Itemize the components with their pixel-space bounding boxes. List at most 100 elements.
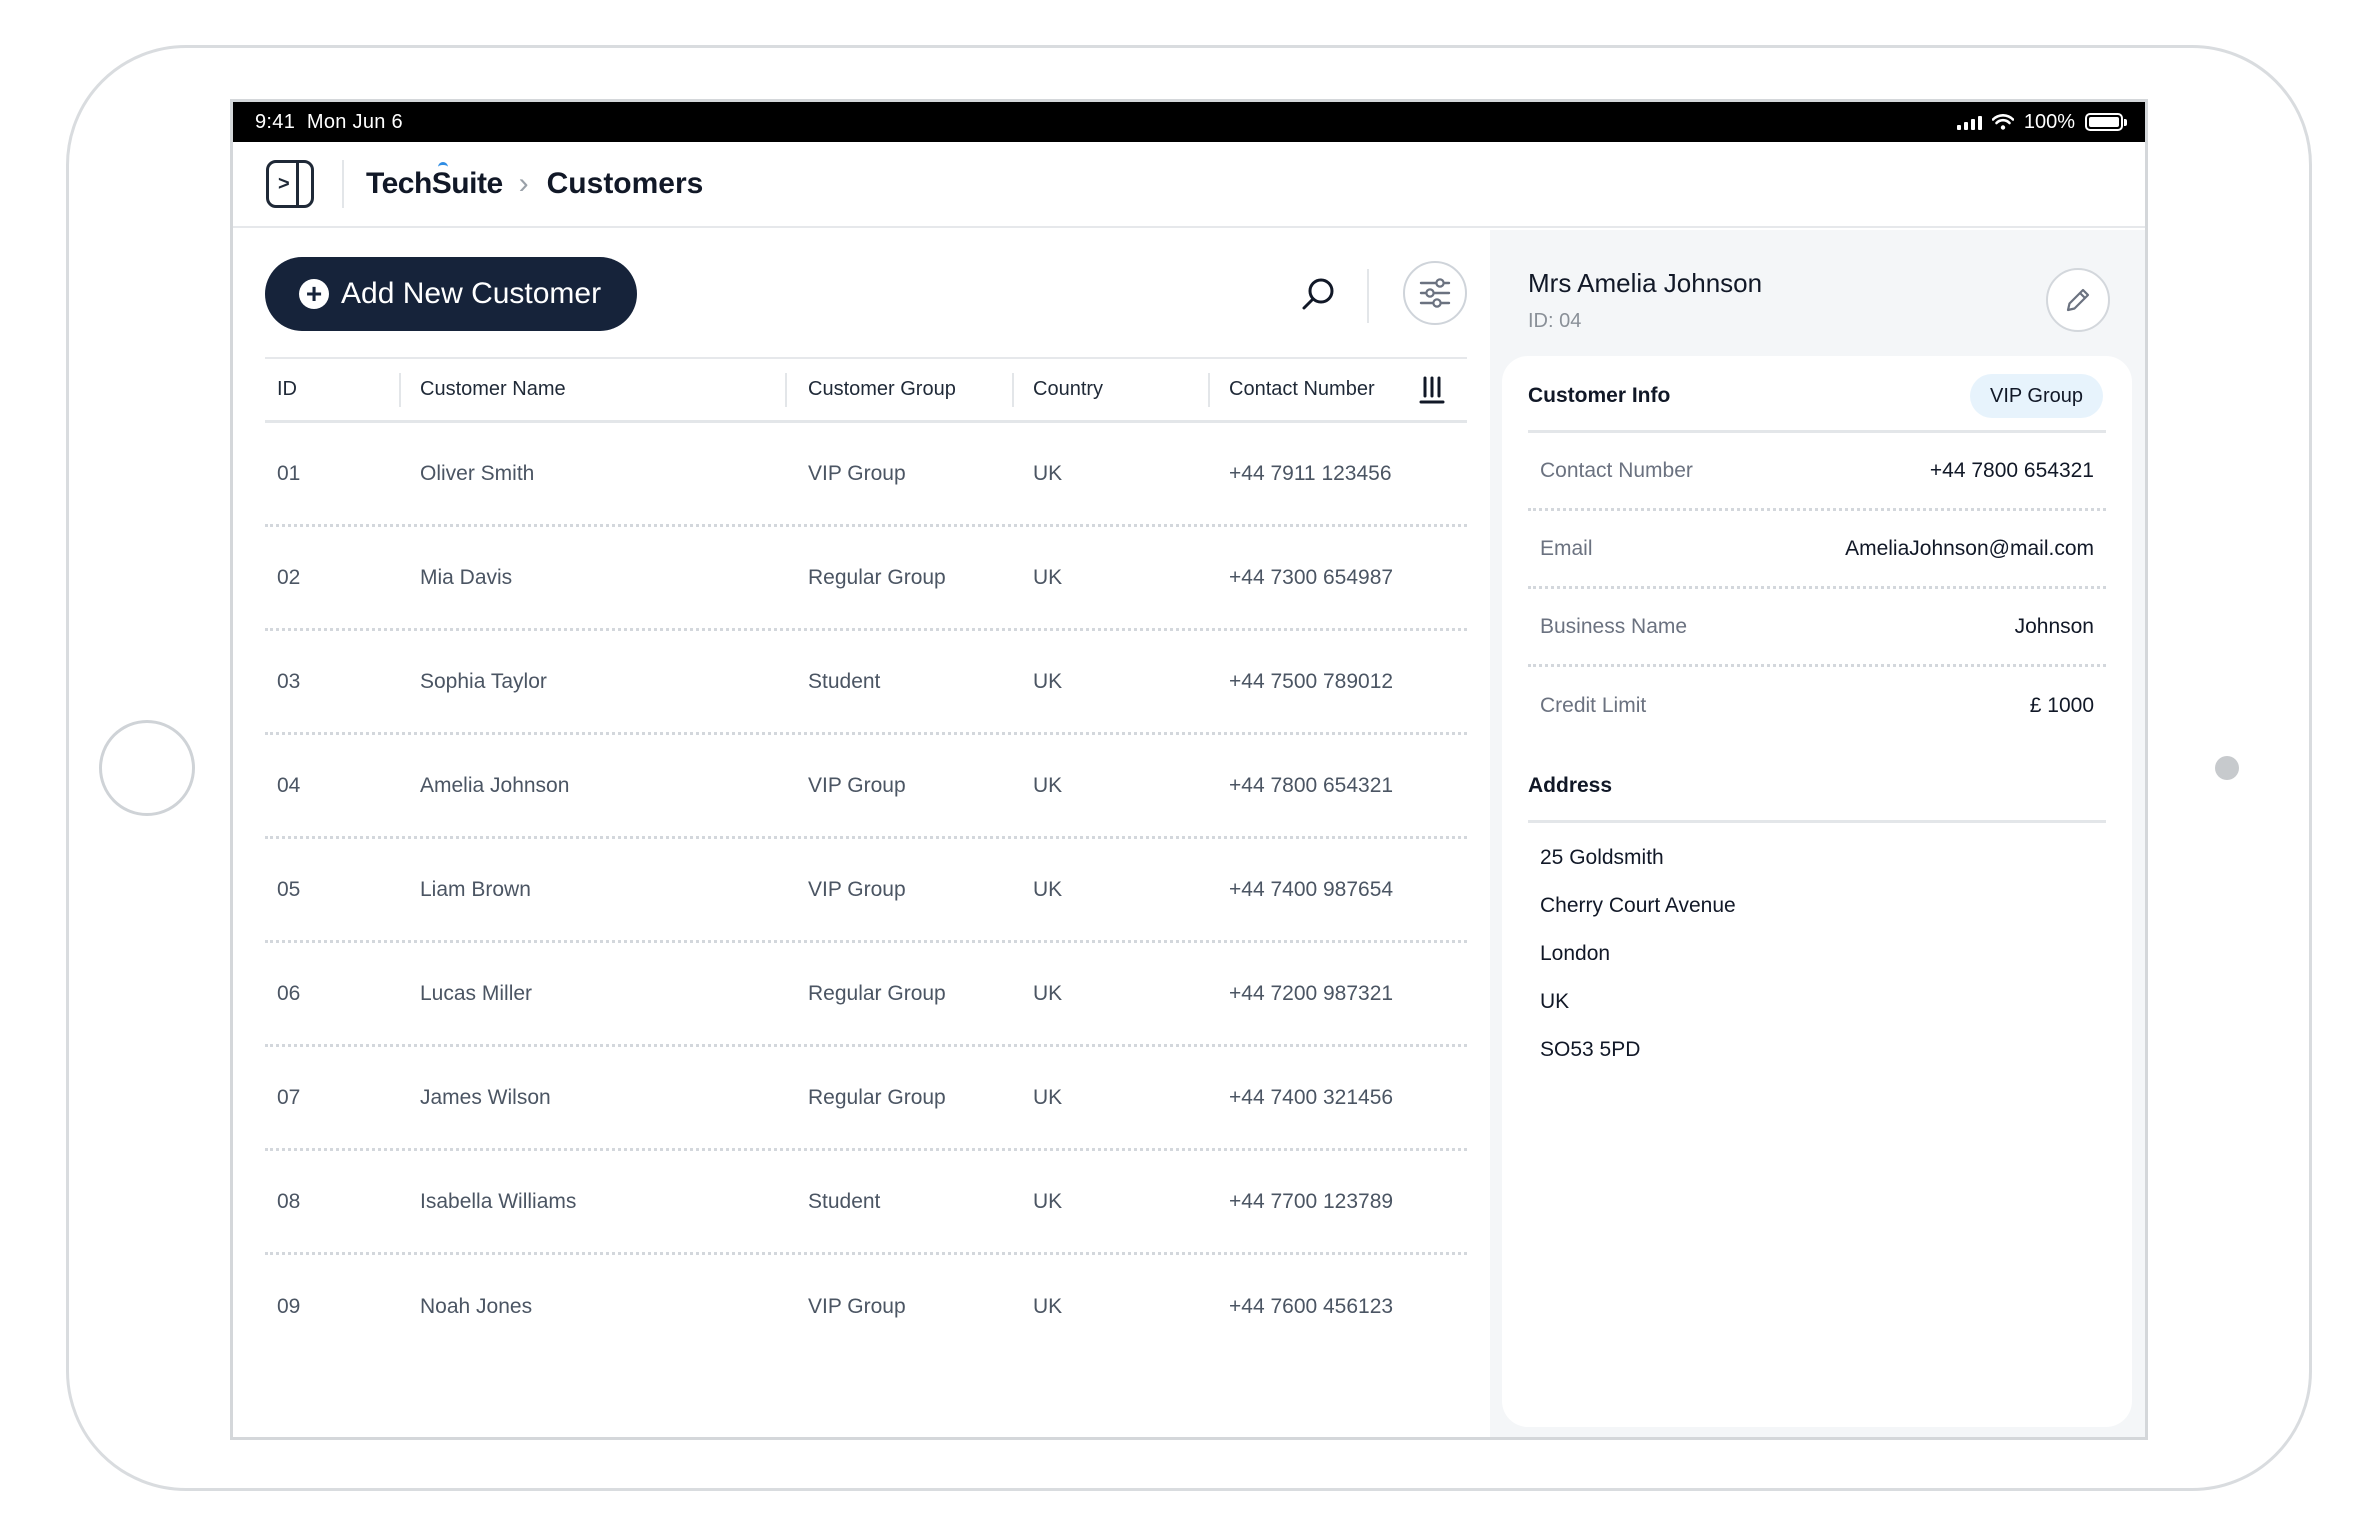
cell-customer-group: Student xyxy=(808,1189,881,1213)
column-header-id[interactable]: ID xyxy=(277,378,297,400)
customer-id-label: ID: 04 xyxy=(1528,310,1582,332)
cell-country: UK xyxy=(1033,565,1063,589)
cell-country: UK xyxy=(1033,669,1063,693)
home-button[interactable] xyxy=(99,720,195,816)
cell-customer-name: Amelia Johnson xyxy=(420,773,570,797)
table-row[interactable]: 02 Mia Davis Regular Group UK +44 7300 6… xyxy=(265,527,1467,631)
column-divider xyxy=(785,373,787,407)
cell-contact-number: +44 7600 456123 xyxy=(1229,1295,1394,1318)
cell-contact-number: +44 7911 123456 xyxy=(1229,461,1392,485)
cell-contact-number: +44 7800 654321 xyxy=(1229,773,1394,797)
cell-customer-name: James Wilson xyxy=(420,1085,551,1109)
cell-country: UK xyxy=(1033,1295,1063,1318)
cell-country: UK xyxy=(1033,1085,1063,1109)
customer-table-body: 01 Oliver Smith VIP Group UK +44 7911 12… xyxy=(265,423,1467,1359)
column-divider xyxy=(399,373,401,407)
customer-info-title: Customer Info xyxy=(1528,384,1671,407)
table-row[interactable]: 07 James Wilson Regular Group UK +44 740… xyxy=(265,1047,1467,1151)
search-icon[interactable] xyxy=(1296,272,1340,316)
pencil-icon xyxy=(2066,288,2090,312)
add-new-customer-button[interactable]: + Add New Customer xyxy=(265,257,637,331)
section-divider xyxy=(1528,820,2106,823)
cell-id: 04 xyxy=(277,773,301,797)
cell-country: UK xyxy=(1033,461,1063,485)
cell-country: UK xyxy=(1033,773,1063,797)
header-divider xyxy=(342,160,344,208)
cell-country: UK xyxy=(1033,877,1063,901)
battery-percent: 100% xyxy=(2023,110,2075,133)
table-row[interactable]: 03 Sophia Taylor Student UK +44 7500 789… xyxy=(265,631,1467,735)
cell-contact-number: +44 7200 987321 xyxy=(1229,981,1394,1005)
info-label: Business Name xyxy=(1540,614,1688,638)
app-screen: 9:41 Mon Jun 6 100% > TechSuite › Custom… xyxy=(230,99,2148,1440)
cell-id: 05 xyxy=(277,877,301,901)
table-row[interactable]: 06 Lucas Miller Regular Group UK +44 720… xyxy=(265,943,1467,1047)
plus-circle-icon: + xyxy=(299,279,329,309)
column-header-customer-name[interactable]: Customer Name xyxy=(420,378,566,400)
column-header-customer-group[interactable]: Customer Group xyxy=(808,378,956,400)
cell-contact-number: +44 7700 123789 xyxy=(1229,1189,1394,1213)
address-line: UK xyxy=(1540,990,1570,1013)
cell-country: UK xyxy=(1033,981,1063,1005)
cell-country: UK xyxy=(1033,1189,1063,1213)
top-bar: > TechSuite › Customers xyxy=(233,142,2145,228)
info-row-credit-limit: Credit Limit £ 1000 xyxy=(1528,667,2106,745)
info-value: £ 1000 xyxy=(2029,694,2094,717)
signal-icon xyxy=(1956,114,1982,130)
cell-customer-name: Noah Jones xyxy=(420,1295,533,1318)
cell-contact-number: +44 7300 654987 xyxy=(1229,565,1394,589)
address-line: 25 Goldsmith xyxy=(1540,846,1664,869)
cell-customer-group: Student xyxy=(808,669,881,693)
cell-id: 07 xyxy=(277,1085,301,1109)
brand-logo[interactable]: TechSuite xyxy=(366,162,503,201)
battery-icon xyxy=(2085,113,2127,131)
add-button-label: Add New Customer xyxy=(341,277,602,310)
cell-customer-name: Mia Davis xyxy=(420,565,513,589)
address-line: London xyxy=(1540,942,1611,965)
customer-info-card: Customer Info VIP Group Contact Number +… xyxy=(1502,356,2132,1427)
cell-customer-group: Regular Group xyxy=(808,565,946,589)
cell-id: 01 xyxy=(277,461,301,485)
cell-id: 03 xyxy=(277,669,301,693)
customer-full-name: Mrs Amelia Johnson xyxy=(1528,268,1763,298)
cell-customer-group: VIP Group xyxy=(808,1295,906,1318)
info-label: Email xyxy=(1540,536,1593,560)
column-header-country[interactable]: Country xyxy=(1033,378,1104,400)
cell-contact-number: +44 7400 987654 xyxy=(1229,877,1394,901)
table-row[interactable]: 08 Isabella Williams Student UK +44 7700… xyxy=(265,1151,1467,1255)
cell-id: 06 xyxy=(277,981,301,1005)
customer-detail-pane: Mrs Amelia Johnson ID: 04 Customer Info … xyxy=(1490,230,2145,1437)
status-bar: 9:41 Mon Jun 6 100% xyxy=(233,102,2145,142)
cell-customer-group: Regular Group xyxy=(808,1085,946,1109)
customer-group-badge: VIP Group xyxy=(1970,374,2104,418)
status-time: 9:41 Mon Jun 6 xyxy=(255,110,403,133)
customer-list-pane: + Add New Customer ID Customer Name Cust… xyxy=(233,230,1490,1437)
info-value: Johnson xyxy=(2014,614,2094,638)
cell-id: 08 xyxy=(277,1189,301,1213)
cell-customer-name: Liam Brown xyxy=(420,877,531,901)
address-line: SO53 5PD xyxy=(1540,1038,1641,1061)
table-row[interactable]: 05 Liam Brown VIP Group UK +44 7400 9876… xyxy=(265,839,1467,943)
cell-contact-number: +44 7500 789012 xyxy=(1229,669,1394,693)
cell-customer-group: Regular Group xyxy=(808,981,946,1005)
info-row-business-name: Business Name Johnson xyxy=(1528,589,2106,667)
cell-id: 02 xyxy=(277,565,301,589)
info-label: Contact Number xyxy=(1540,458,1693,482)
column-header-contact-number[interactable]: Contact Number xyxy=(1229,378,1375,400)
info-row-email: Email AmeliaJohnson@mail.com xyxy=(1528,511,2106,589)
column-divider xyxy=(1208,373,1210,407)
info-value[interactable]: AmeliaJohnson@mail.com xyxy=(1845,536,2094,560)
sort-icon[interactable] xyxy=(1417,375,1445,405)
info-value: +44 7800 654321 xyxy=(1929,458,2094,482)
table-row[interactable]: 09 Noah Jones VIP Group UK +44 7600 4561… xyxy=(265,1255,1467,1359)
table-row[interactable]: 04 Amelia Johnson VIP Group UK +44 7800 … xyxy=(265,735,1467,839)
cell-customer-group: VIP Group xyxy=(808,461,906,485)
cell-customer-name: Lucas Miller xyxy=(420,981,533,1005)
chevron-right-icon: › xyxy=(518,167,529,200)
filter-button[interactable] xyxy=(1403,261,1467,325)
table-header: ID Customer Name Customer Group Country … xyxy=(265,357,1467,423)
address-line: Cherry Court Avenue xyxy=(1540,894,1736,917)
table-row[interactable]: 01 Oliver Smith VIP Group UK +44 7911 12… xyxy=(265,423,1467,527)
edit-customer-button[interactable] xyxy=(2046,268,2110,332)
sidebar-toggle-icon[interactable]: > xyxy=(266,160,314,208)
